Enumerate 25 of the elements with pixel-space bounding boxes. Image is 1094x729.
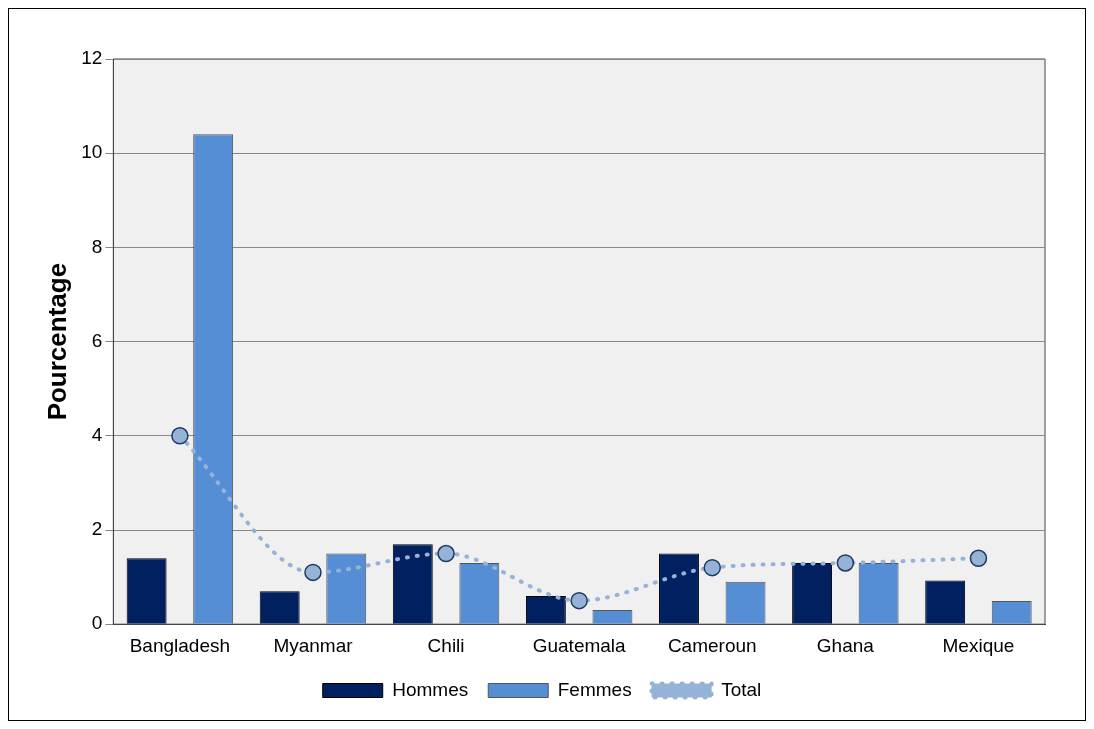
x-tick-label: Chili (427, 634, 465, 656)
y-tick-label: 8 (91, 235, 103, 257)
y-tick-label: 10 (81, 141, 103, 163)
x-tick-label: Ghana (816, 634, 875, 656)
y-axis-title: Pourcentage (41, 262, 72, 421)
x-tick-label: Bangladesh (129, 634, 231, 656)
x-tick-label: Cameroun (667, 634, 757, 656)
point (836, 554, 855, 572)
point (171, 427, 189, 445)
y-tick-label: 0 (91, 612, 103, 634)
y-tick-label: 12 (81, 47, 103, 69)
x-tick-label: Guatemala (532, 634, 627, 656)
point (969, 549, 988, 568)
point (570, 591, 588, 610)
point (304, 563, 322, 582)
legend-label: Femmes (557, 678, 632, 700)
legend-label: Total (721, 678, 762, 700)
x-tick-label: Myanmar (273, 634, 354, 656)
x-tick-label: Mexique (942, 634, 1015, 656)
point (703, 558, 722, 577)
legend-label: Hommes (392, 678, 469, 700)
point (437, 544, 455, 563)
y-tick-label: 2 (91, 518, 103, 540)
y-tick-label: 4 (91, 424, 103, 446)
y-tick-label: 6 (91, 329, 103, 351)
